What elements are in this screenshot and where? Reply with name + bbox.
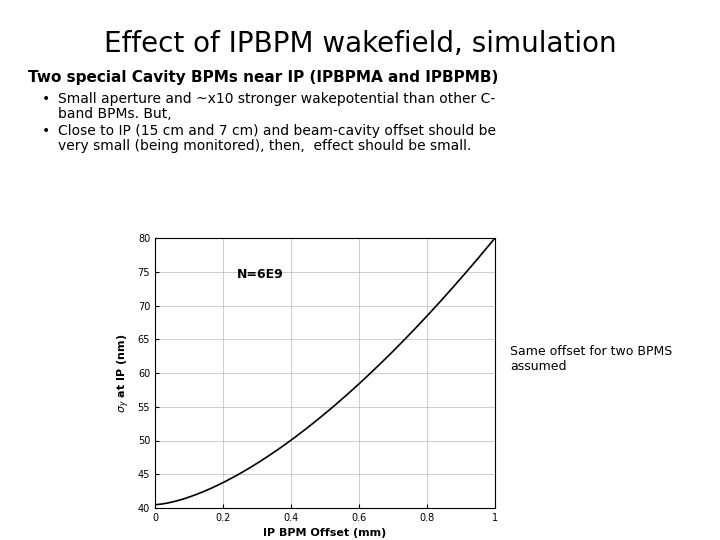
Text: •: •	[42, 92, 50, 106]
Text: Effect of IPBPM wakefield, simulation: Effect of IPBPM wakefield, simulation	[104, 30, 616, 58]
Text: N=6E9: N=6E9	[237, 268, 284, 281]
Text: Small aperture and ~x10 stronger wakepotential than other C-: Small aperture and ~x10 stronger wakepot…	[58, 92, 495, 106]
X-axis label: IP BPM Offset (mm): IP BPM Offset (mm)	[264, 529, 387, 538]
Text: Two special Cavity BPMs near IP (IPBPMA and IPBPMB): Two special Cavity BPMs near IP (IPBPMA …	[28, 70, 498, 85]
Text: band BPMs. But,: band BPMs. But,	[58, 107, 171, 121]
Text: assumed: assumed	[510, 360, 567, 373]
Text: •: •	[42, 124, 50, 138]
Text: Close to IP (15 cm and 7 cm) and beam-cavity offset should be: Close to IP (15 cm and 7 cm) and beam-ca…	[58, 124, 496, 138]
Y-axis label: $\sigma_y$ at IP (nm): $\sigma_y$ at IP (nm)	[116, 333, 132, 413]
Text: very small (being monitored), then,  effect should be small.: very small (being monitored), then, effe…	[58, 139, 472, 153]
Text: Same offset for two BPMS: Same offset for two BPMS	[510, 345, 672, 358]
